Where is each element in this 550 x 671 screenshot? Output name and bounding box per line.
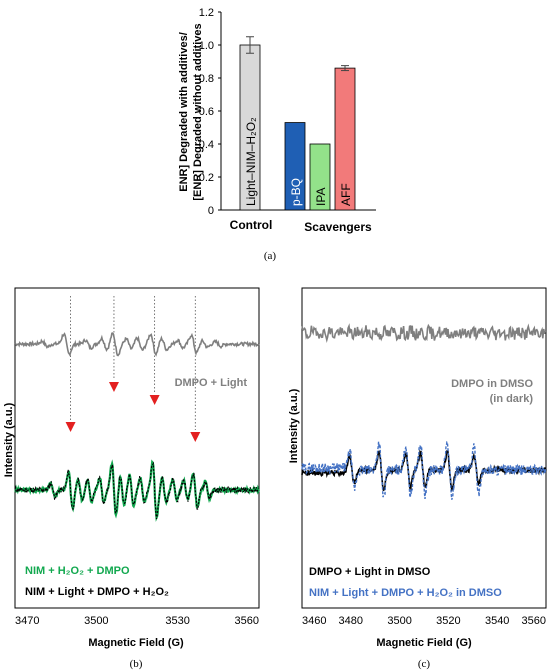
panel-a-y-tick-label: 1.0	[199, 40, 214, 52]
panel-b-label-nim-light-dmpo-h2o2: NIM + Light + DMPO + H₂O₂	[25, 586, 169, 598]
panel-b-x-tick-label: 3560	[235, 615, 259, 627]
panel-c-series-nim-light-dmpo-h2o2-dmso	[301, 440, 547, 500]
panel-b-peak-arrow	[149, 395, 160, 405]
panel-a-group-scavengers: Scavengers	[304, 220, 372, 234]
panel-c-frame	[301, 287, 547, 609]
panel-a-y-tick-label: 0.4	[199, 139, 214, 151]
panel-b-label-nim-h2o2-dmpo: NIM + H₂O₂ + DMPO	[25, 565, 130, 577]
panel-c: Intensity (a.u.) DMPO in DMSO (in dark) …	[288, 287, 547, 670]
panel-b-xlabel: Magnetic Field (G)	[88, 637, 184, 649]
panel-a-bar-label: Light–NIM–H₂O₂	[244, 117, 258, 206]
panel-b-series-nim-h2o2-dmpo	[14, 459, 261, 522]
panel-b-peak-arrow	[190, 432, 201, 442]
caption-b: (b)	[130, 658, 143, 670]
panel-a-y-tick-label: 0.8	[199, 73, 214, 85]
panel-b-peak-arrow	[65, 422, 76, 432]
panel-b-guide-lines	[70, 296, 196, 430]
panel-b: Intensity (a.u.) DMPO + Light NIM + H₂O₂…	[3, 287, 261, 670]
panel-c-x-tick-labels: 3460 3480 3500 3520 3540 3560	[302, 615, 546, 627]
panel-b-x-tick-label: 3500	[84, 615, 108, 627]
panel-c-series-dmpo-dmso-dark	[301, 323, 547, 343]
panel-a-y-tick-labels: 0 0.2 0.4 0.6 0.8 1.0 1.2	[199, 7, 221, 217]
panel-a-y-tick-label: 1.2	[199, 7, 214, 19]
panel-a-bar-label: p-BQ	[289, 178, 303, 206]
panel-b-ylabel: Intensity (a.u.)	[3, 402, 15, 477]
panel-a-ylabel-line1: ENR] Degraded with additives/	[178, 32, 190, 192]
panel-c-label-dark-line2: (in dark)	[490, 393, 534, 405]
caption-c: (c)	[418, 658, 431, 670]
panel-b-series-dmpo-light	[14, 332, 260, 357]
panel-a-ylabel-line2: [ENR] Degraded without additives	[192, 23, 204, 200]
panel-b-x-tick-label: 3470	[15, 615, 39, 627]
panel-b-series-nim-light-dmpo-h2o2	[14, 461, 260, 520]
panel-a-y-tick-label: 0	[208, 205, 214, 217]
panel-a-y-tick-label: 0.2	[199, 172, 214, 184]
caption-a: (a)	[264, 250, 277, 262]
panel-a-group-control: Control	[230, 218, 273, 232]
panel-a: ENR] Degraded with additives/ [ENR] Degr…	[178, 7, 376, 262]
panel-c-x-tick-label: 3520	[436, 615, 460, 627]
panel-b-frame	[14, 287, 260, 609]
panel-c-label-dark-line1: DMPO in DMSO	[451, 378, 533, 390]
panel-b-x-tick-label: 3530	[165, 615, 189, 627]
panel-a-bar-label: IPA	[314, 188, 328, 206]
panel-c-x-tick-label: 3460	[302, 615, 326, 627]
panel-a-bars: Light–NIM–H₂O₂ p-BQ IPA AFF	[239, 36, 356, 211]
panel-a-bar	[309, 143, 331, 211]
panel-c-label-light: DMPO + Light in DMSO	[309, 566, 431, 578]
panel-c-ylabel: Intensity (a.u.)	[288, 388, 300, 463]
panel-a-y-tick-label: 0.6	[199, 106, 214, 118]
panel-c-x-tick-label: 3540	[485, 615, 509, 627]
panel-a-bar-label: AFF	[339, 183, 353, 206]
panel-c-x-tick-label: 3500	[387, 615, 411, 627]
panel-c-x-tick-label: 3480	[339, 615, 363, 627]
panel-c-label-nim: NIM + Light + DMPO + H₂O₂ in DMSO	[309, 587, 502, 599]
panel-a-bar	[284, 122, 306, 211]
panel-b-label-dmpo-light: DMPO + Light	[175, 377, 248, 389]
panel-b-peak-arrows	[65, 382, 201, 442]
panel-c-xlabel: Magnetic Field (G)	[376, 637, 472, 649]
panel-c-x-tick-label: 3560	[522, 615, 546, 627]
panel-b-peak-arrow	[108, 382, 119, 392]
panel-b-x-tick-labels: 3470 3500 3530 3560	[15, 615, 259, 627]
